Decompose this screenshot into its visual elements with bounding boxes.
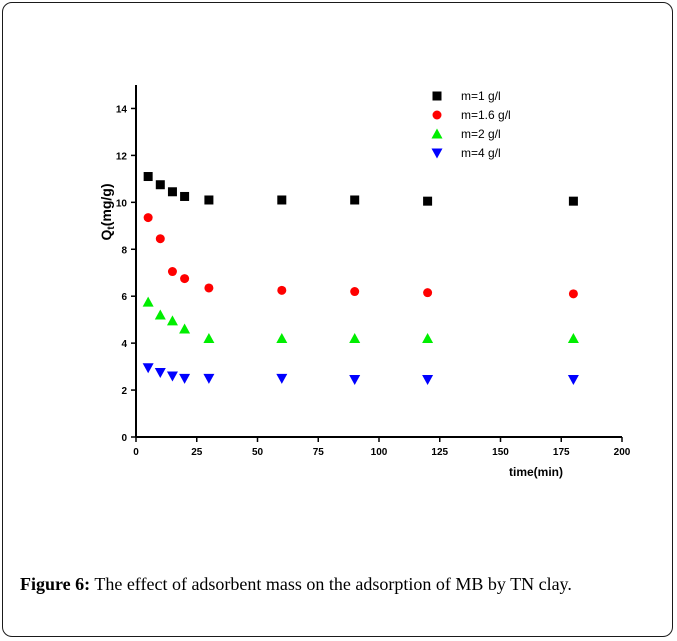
data-point-series-2 [204, 283, 214, 293]
data-point-series-1 [423, 196, 433, 206]
caption-text: The effect of adsorbent mass on the adso… [90, 574, 572, 594]
x-tick-label: 100 [371, 447, 388, 458]
x-tick-label: 150 [492, 447, 509, 458]
data-point-series-3 [179, 323, 191, 334]
legend-label-series-2: m=1.6 g/l [461, 108, 511, 122]
data-point-series-3 [142, 296, 154, 307]
figure-caption: Figure 6: The effect of adsorbent mass o… [20, 570, 660, 598]
y-tick-label: 8 [121, 245, 127, 256]
data-point-series-3 [276, 332, 288, 343]
data-point-series-1 [204, 195, 214, 205]
x-tick-label: 25 [191, 447, 203, 458]
y-axis-label: Qt(mg/g) [98, 184, 117, 241]
caption-label: Figure 6: [20, 574, 91, 594]
data-point-series-2 [155, 234, 165, 244]
legend-label-series-3: m=2 g/l [461, 127, 501, 141]
data-point-series-4 [203, 373, 215, 384]
data-point-series-1 [167, 187, 177, 197]
data-point-series-2 [143, 213, 153, 223]
data-point-series-2 [350, 287, 360, 297]
data-point-series-2 [423, 288, 433, 298]
data-point-series-1 [180, 191, 190, 201]
legend-marker-series-3 [431, 128, 443, 139]
scatter-chart: 0 25 50 75 100 125 150 175 200 0 2 4 6 8 10 12 14 time(mi… [98, 85, 631, 479]
data-point-series-4 [422, 375, 434, 386]
legend-marker-series-4 [431, 148, 443, 159]
x-tick-label: 75 [313, 447, 325, 458]
data-point-series-3 [422, 332, 434, 343]
data-point-series-4 [567, 375, 579, 386]
data-point-series-2 [568, 289, 578, 299]
data-point-series-2 [180, 274, 190, 284]
data-point-series-4 [142, 363, 154, 374]
data-point-series-3 [567, 332, 579, 343]
x-tick-label: 125 [431, 447, 448, 458]
y-tick-label: 0 [121, 433, 127, 444]
data-point-series-3 [166, 315, 178, 326]
data-point-series-4 [166, 371, 178, 382]
x-tick-label: 175 [553, 447, 570, 458]
y-tick-label: 6 [121, 292, 127, 303]
legend-label-series-1: m=1 g/l [461, 89, 501, 103]
data-point-series-3 [154, 309, 166, 320]
data-point-series-1 [155, 180, 165, 190]
data-point-series-1 [277, 195, 287, 205]
legend-marker-series-2 [432, 110, 442, 120]
data-point-series-3 [203, 332, 215, 343]
data-point-series-1 [143, 172, 153, 182]
data-point-series-1 [350, 195, 360, 205]
data-point-series-4 [276, 373, 288, 384]
data-point-series-2 [167, 267, 177, 277]
x-tick-label: 0 [133, 447, 139, 458]
legend-label-series-4: m=4 g/l [461, 146, 501, 160]
y-tick-label: 4 [121, 339, 127, 350]
y-tick-label: 10 [116, 198, 128, 209]
y-tick-label: 14 [116, 104, 128, 115]
y-tick-label: 12 [116, 151, 128, 162]
data-point-series-4 [179, 373, 191, 384]
y-tick-label: 2 [121, 386, 127, 397]
legend-marker-series-1 [432, 91, 442, 101]
x-tick-label: 200 [614, 447, 631, 458]
data-point-series-1 [568, 196, 578, 206]
x-tick-label: 50 [252, 447, 264, 458]
x-axis-label: time(min) [509, 465, 563, 479]
data-point-series-4 [349, 375, 361, 386]
data-point-series-3 [349, 332, 361, 343]
data-point-series-2 [277, 285, 287, 295]
data-point-series-4 [154, 367, 166, 378]
